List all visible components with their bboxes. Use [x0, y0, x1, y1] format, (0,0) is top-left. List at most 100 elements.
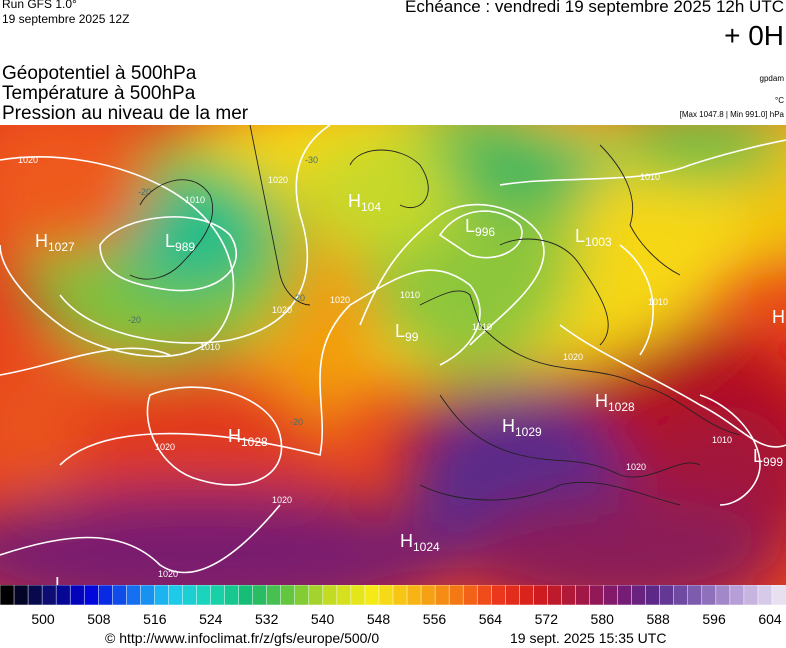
- colorbar-swatch: [112, 585, 128, 606]
- colorbar-label: 564: [479, 611, 503, 627]
- title: Température à 500hPa: [2, 83, 196, 104]
- center-letter: H: [595, 391, 608, 411]
- colorbar-swatch: [140, 585, 156, 606]
- pressure-center: H: [772, 307, 785, 327]
- pressure-center: H1029: [502, 416, 542, 439]
- colorbar-swatch: [491, 585, 507, 606]
- unit: °C: [775, 96, 784, 105]
- unit: gpdam: [759, 74, 784, 83]
- colorbar-swatch: [364, 585, 380, 606]
- isobar-label: 1020: [18, 155, 38, 165]
- temperature-label: -20: [290, 417, 303, 427]
- colorbar-swatch: [336, 585, 352, 606]
- pressure-center: H1024: [400, 531, 440, 554]
- colorbar-swatch: [771, 585, 786, 606]
- colorbar-swatch: [13, 585, 29, 606]
- isobar-label: 1020: [626, 462, 646, 472]
- colorbar-label: 556: [423, 611, 447, 627]
- pressure-center: H1027: [35, 231, 75, 254]
- isobar-label: 1010: [640, 172, 660, 182]
- pressure-center: H1028: [595, 391, 635, 414]
- colorbar-swatch: [224, 585, 240, 606]
- colorbar-swatch: [392, 585, 408, 606]
- isobar-label: 1020: [272, 495, 292, 505]
- colorbar-swatch: [743, 585, 759, 606]
- colorbar-swatch: [631, 585, 647, 606]
- colorbar-swatch: [196, 585, 212, 606]
- colorbar-swatch: [280, 585, 296, 606]
- isobar-label: 1020: [563, 352, 583, 362]
- center-value: 1027: [48, 240, 75, 254]
- colorbar-swatch: [294, 585, 310, 606]
- colorbar-swatch: [462, 585, 478, 606]
- pressure-center: L996: [465, 216, 495, 239]
- isobar-label: 1020: [158, 569, 178, 579]
- colorbar-swatch: [519, 585, 535, 606]
- temperature-label: -20: [128, 315, 141, 325]
- center-letter: H: [35, 231, 48, 251]
- center-value: 1028: [608, 400, 635, 414]
- pressure-center: L1003: [575, 226, 612, 249]
- offset: + 0H: [724, 20, 784, 51]
- colorbar-swatch: [687, 585, 703, 606]
- center-value: 989: [175, 240, 195, 254]
- colorbar-swatch: [533, 585, 549, 606]
- colorbar-swatch: [673, 585, 689, 606]
- isobar-label: 1010: [472, 322, 492, 332]
- colorbar-label: 588: [646, 611, 670, 627]
- center-letter: H: [502, 416, 515, 436]
- colorbar-label: 532: [255, 611, 279, 627]
- colorbar-swatch: [547, 585, 563, 606]
- temperature-label: -20: [292, 293, 305, 303]
- center-letter: H: [228, 426, 241, 446]
- center-value: 1024: [413, 540, 440, 554]
- temperature-label: -20: [138, 187, 151, 197]
- colorbar-swatch: [420, 585, 436, 606]
- center-value: 104: [361, 200, 381, 214]
- center-letter: L: [575, 226, 585, 246]
- colorbar-label: 540: [311, 611, 335, 627]
- center-value: 1028: [241, 435, 268, 449]
- colorbar-swatch: [575, 585, 591, 606]
- colorbar-swatch: [55, 585, 71, 606]
- colorbar-label: 516: [143, 611, 167, 627]
- colorbar-label: 572: [535, 611, 559, 627]
- colorbar-swatch: [126, 585, 142, 606]
- isobars: [0, 125, 786, 574]
- pressure-center: H1028: [228, 426, 268, 449]
- colorbar-swatch: [645, 585, 661, 606]
- unit: [Max 1047.8 | Min 991.0] hPa: [679, 110, 784, 119]
- colorbar-swatch: [308, 585, 324, 606]
- colorbar-swatch: [98, 585, 114, 606]
- center-letter: L: [753, 446, 763, 466]
- center-value: 99: [405, 330, 419, 344]
- isobar-label: 1020: [268, 175, 288, 185]
- center-value: 1027: [65, 583, 92, 585]
- colorbar-swatch: [83, 585, 100, 606]
- isobar-label: 1020: [155, 442, 175, 452]
- echeance: Echéance : vendredi 19 septembre 2025 12…: [405, 0, 784, 16]
- colorbar-swatch: [448, 585, 464, 606]
- colorbar: [0, 585, 786, 606]
- center-letter: H: [348, 191, 361, 211]
- colorbar-label: 524: [199, 611, 223, 627]
- isobar-label: 1020: [330, 295, 350, 305]
- colorbar-swatch: [182, 585, 198, 606]
- isobar-label: 1010: [400, 290, 420, 300]
- isobar-label: 1010: [648, 297, 668, 307]
- colorbar-swatch: [350, 585, 366, 606]
- colorbar-label: 548: [367, 611, 391, 627]
- colorbar-swatch: [757, 585, 773, 606]
- colorbar-label: 500: [31, 611, 55, 627]
- pressure-center: L999: [753, 446, 783, 469]
- pressure-center: L989: [165, 231, 195, 254]
- title: Géopotentiel à 500hPa: [2, 63, 197, 84]
- isobar-label: 1010: [200, 342, 220, 352]
- isobar-label: 1010: [712, 435, 732, 445]
- colorbar-label: 508: [87, 611, 111, 627]
- colorbar-swatch: [266, 585, 282, 606]
- colorbar-swatch: [589, 585, 605, 606]
- pressure-center: L1027: [55, 574, 92, 585]
